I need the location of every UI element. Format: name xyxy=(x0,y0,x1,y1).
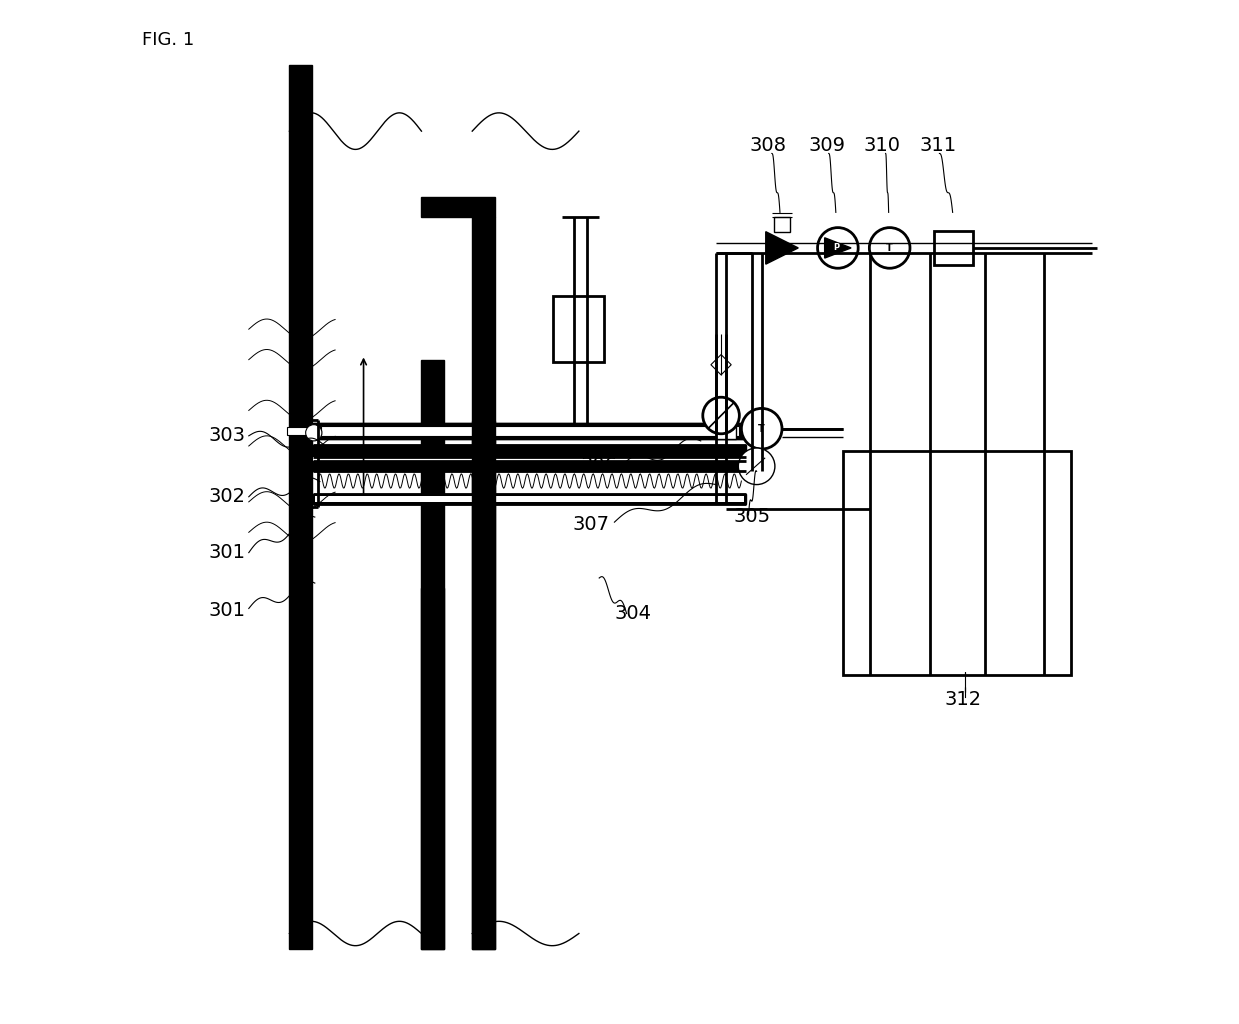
Bar xyxy=(312,494,746,504)
Bar xyxy=(312,457,746,461)
Bar xyxy=(716,419,736,439)
Circle shape xyxy=(870,227,909,268)
Bar xyxy=(318,426,741,436)
Circle shape xyxy=(741,409,782,450)
Polygon shape xyxy=(766,231,798,264)
Text: P: P xyxy=(833,244,839,253)
Bar xyxy=(287,427,316,435)
Text: 311: 311 xyxy=(919,136,957,156)
Text: 306: 306 xyxy=(581,457,618,475)
Text: FIG. 1: FIG. 1 xyxy=(142,31,195,49)
Circle shape xyxy=(703,397,740,434)
Bar xyxy=(421,588,444,949)
Bar xyxy=(312,423,746,439)
Text: 309: 309 xyxy=(808,136,845,156)
Bar xyxy=(421,198,494,217)
Bar xyxy=(934,230,973,265)
Text: 301: 301 xyxy=(208,601,245,620)
Polygon shape xyxy=(711,354,731,375)
Text: 312: 312 xyxy=(944,690,981,709)
Bar xyxy=(421,359,444,949)
Text: 307: 307 xyxy=(572,515,610,535)
Text: 310: 310 xyxy=(864,136,901,156)
Bar xyxy=(774,217,790,231)
Bar xyxy=(312,423,746,439)
Text: 301: 301 xyxy=(208,543,245,562)
Text: T: T xyxy=(886,243,893,253)
Circle shape xyxy=(738,449,774,484)
Bar xyxy=(312,461,746,471)
Text: 305: 305 xyxy=(733,507,771,526)
Bar xyxy=(554,296,605,361)
Bar xyxy=(312,445,746,457)
Bar xyxy=(290,66,312,949)
Bar xyxy=(321,426,740,436)
Bar xyxy=(315,496,745,502)
Text: 304: 304 xyxy=(615,603,652,623)
Polygon shape xyxy=(825,238,851,258)
Bar xyxy=(472,217,494,949)
Bar xyxy=(843,451,1072,675)
Circle shape xyxy=(818,227,859,268)
Circle shape xyxy=(306,425,322,441)
Text: 302: 302 xyxy=(208,486,245,506)
Bar xyxy=(472,421,494,949)
Text: 308: 308 xyxy=(750,136,787,156)
Text: 303: 303 xyxy=(208,426,245,444)
Text: T: T xyxy=(758,424,764,434)
